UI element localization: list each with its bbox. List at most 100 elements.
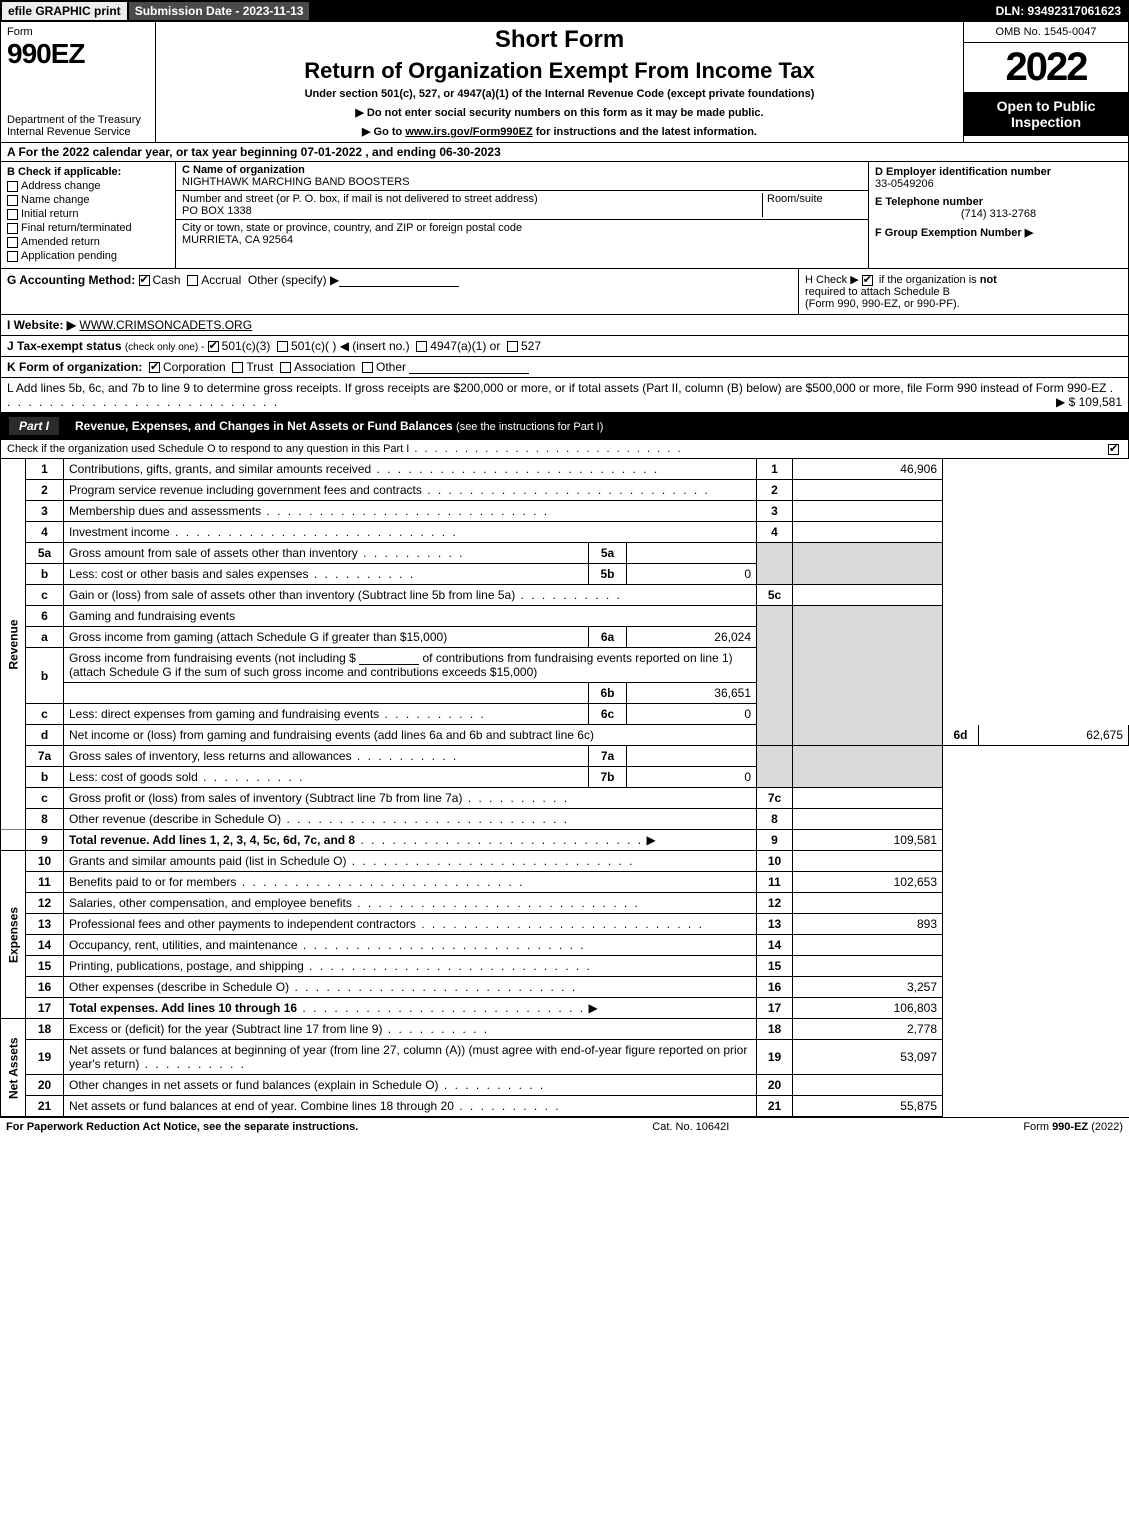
j-501c3-check[interactable]	[208, 341, 219, 352]
line-19: 19Net assets or fund balances at beginni…	[1, 1040, 1129, 1075]
line-8: 8Other revenue (describe in Schedule O) …	[1, 809, 1129, 830]
header-center: Short Form Return of Organization Exempt…	[156, 22, 963, 142]
b-opt-pending[interactable]: Application pending	[7, 250, 169, 262]
tax-year: 2022	[964, 43, 1128, 92]
b-opt-amended[interactable]: Amended return	[7, 236, 169, 248]
department: Department of the Treasury Internal Reve…	[7, 114, 149, 138]
efile-print[interactable]: efile GRAPHIC print	[2, 2, 129, 20]
c-name-label: C Name of organization	[182, 164, 862, 176]
j-501c-check[interactable]	[277, 341, 288, 352]
sched-o-checkbox[interactable]	[1108, 444, 1119, 455]
line-10: Expenses 10Grants and similar amounts pa…	[1, 851, 1129, 872]
c-street-label: Number and street (or P. O. box, if mail…	[182, 193, 762, 205]
k-other: Other	[376, 360, 406, 374]
line-12: 12Salaries, other compensation, and empl…	[1, 893, 1129, 914]
col-b: B Check if applicable: Address change Na…	[1, 162, 176, 268]
h-schedule-b: H Check ▶ if the organization is not req…	[798, 269, 1128, 314]
g-cash: Cash	[153, 273, 181, 287]
line-21: 21Net assets or fund balances at end of …	[1, 1096, 1129, 1117]
d-label: D Employer identification number	[875, 166, 1051, 178]
form-header: Form 990EZ Department of the Treasury In…	[0, 22, 1129, 143]
section-bcdef: B Check if applicable: Address change Na…	[0, 162, 1129, 269]
k-other-blank[interactable]	[409, 373, 529, 374]
g-accrual-check[interactable]	[187, 275, 198, 286]
6b-pre: Gross income from fundraising events (no…	[69, 651, 356, 665]
dln: DLN: 93492317061623	[990, 2, 1127, 20]
j-opt2: 501(c)( ) ◀ (insert no.)	[291, 339, 410, 353]
h-text3: required to attach Schedule B	[805, 286, 950, 298]
open-inspection: Open to Public Inspection	[964, 92, 1128, 136]
j-sub: (check only one) -	[125, 342, 204, 353]
ein-value: 33-0549206	[875, 178, 934, 190]
header-left: Form 990EZ Department of the Treasury In…	[1, 22, 156, 142]
k-corp-check[interactable]	[149, 362, 160, 373]
submission-date: Submission Date - 2023-11-13	[129, 2, 312, 20]
sched-o-text: Check if the organization used Schedule …	[7, 443, 1100, 455]
k-label: K Form of organization:	[7, 360, 142, 374]
line-7c: cGross profit or (loss) from sales of in…	[1, 788, 1129, 809]
g-other-blank[interactable]	[339, 286, 459, 287]
line-a-text: A For the 2022 calendar year, or tax yea…	[7, 145, 501, 159]
h-check[interactable]	[862, 275, 873, 286]
k-corp: Corporation	[163, 360, 226, 374]
b-opt-name[interactable]: Name change	[7, 194, 169, 206]
e-label: E Telephone number	[875, 196, 983, 208]
website-value[interactable]: WWW.CRIMSONCADETS.ORG	[79, 318, 252, 332]
line-3: 3Membership dues and assessments 3	[1, 501, 1129, 522]
footer-left: For Paperwork Reduction Act Notice, see …	[6, 1121, 358, 1133]
org-city: MURRIETA, CA 92564	[182, 234, 862, 246]
netassets-label: Net Assets	[1, 1019, 26, 1117]
line-5b: bLess: cost or other basis and sales exp…	[1, 564, 1129, 585]
j-label: J Tax-exempt status	[7, 339, 122, 353]
under-section: Under section 501(c), 527, or 4947(a)(1)…	[166, 88, 953, 100]
h-not: not	[980, 274, 997, 286]
k-other-check[interactable]	[362, 362, 373, 373]
f-group: F Group Exemption Number ▶	[875, 226, 1122, 239]
e-phone: E Telephone number (714) 313-2768	[875, 196, 1122, 220]
k-trust: Trust	[246, 360, 273, 374]
line-2: 2Program service revenue including gover…	[1, 480, 1129, 501]
line-6d: dNet income or (loss) from gaming and fu…	[1, 725, 1129, 746]
k-assoc-check[interactable]	[280, 362, 291, 373]
g-other: Other (specify) ▶	[248, 273, 339, 287]
col-c: C Name of organization NIGHTHAWK MARCHIN…	[176, 162, 868, 268]
org-name: NIGHTHAWK MARCHING BAND BOOSTERS	[182, 176, 862, 188]
line-6c: cLess: direct expenses from gaming and f…	[1, 704, 1129, 725]
header-right: OMB No. 1545-0047 2022 Open to Public In…	[963, 22, 1128, 142]
line-6a: aGross income from gaming (attach Schedu…	[1, 627, 1129, 648]
line-7b: bLess: cost of goods sold 7b0	[1, 767, 1129, 788]
g-cash-check[interactable]	[139, 275, 150, 286]
row-j: J Tax-exempt status (check only one) - 5…	[0, 336, 1129, 357]
b-opt-initial[interactable]: Initial return	[7, 208, 169, 220]
k-trust-check[interactable]	[232, 362, 243, 373]
j-4947-check[interactable]	[416, 341, 427, 352]
line-5a: 5aGross amount from sale of assets other…	[1, 543, 1129, 564]
c-street-row: Number and street (or P. O. box, if mail…	[176, 191, 868, 220]
col-def: D Employer identification number 33-0549…	[868, 162, 1128, 268]
j-opt3: 4947(a)(1) or	[430, 339, 500, 353]
topbar: efile GRAPHIC print Submission Date - 20…	[0, 0, 1129, 22]
line-9: 9Total revenue. Add lines 1, 2, 3, 4, 5c…	[1, 830, 1129, 851]
instr-goto-post: for instructions and the latest informat…	[533, 126, 757, 138]
c-name-row: C Name of organization NIGHTHAWK MARCHIN…	[176, 162, 868, 191]
part1-label: Part I	[9, 417, 59, 435]
form-number: 990EZ	[7, 38, 149, 70]
j-527-check[interactable]	[507, 341, 518, 352]
room-suite-label: Room/suite	[762, 193, 862, 217]
line-18: Net Assets 18Excess or (deficit) for the…	[1, 1019, 1129, 1040]
form-label: Form	[7, 26, 149, 38]
part1-table: Revenue 1 Contributions, gifts, grants, …	[0, 459, 1129, 1117]
b-opt-final[interactable]: Final return/terminated	[7, 222, 169, 234]
j-opt4: 527	[521, 339, 541, 353]
line-16: 16Other expenses (describe in Schedule O…	[1, 977, 1129, 998]
row-gh: G Accounting Method: Cash Accrual Other …	[0, 269, 1129, 315]
instr-goto-pre: ▶ Go to	[362, 126, 405, 138]
b-heading: B Check if applicable:	[7, 166, 169, 178]
row-l: L Add lines 5b, 6c, and 7b to line 9 to …	[0, 378, 1129, 413]
b-opt-address[interactable]: Address change	[7, 180, 169, 192]
instr-goto: ▶ Go to www.irs.gov/Form990EZ for instru…	[166, 125, 953, 138]
row-i: I Website: ▶ WWW.CRIMSONCADETS.ORG	[0, 315, 1129, 336]
org-street: PO BOX 1338	[182, 205, 762, 217]
line-a: A For the 2022 calendar year, or tax yea…	[0, 143, 1129, 162]
instr-link[interactable]: www.irs.gov/Form990EZ	[405, 126, 532, 138]
